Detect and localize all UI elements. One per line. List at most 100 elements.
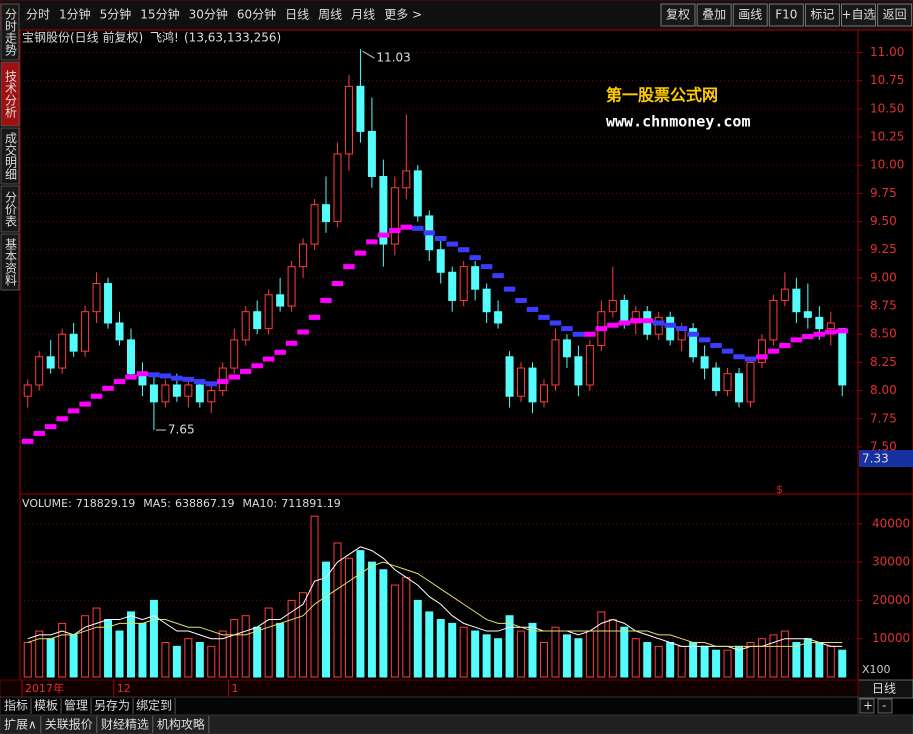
candle-body: [689, 328, 698, 358]
volume-bar: [149, 599, 158, 678]
toolbar-button-label[interactable]: F10: [775, 8, 797, 22]
bottom-tab-2[interactable]: 机构攻略: [157, 717, 205, 732]
toolbar-button-label[interactable]: 返回: [883, 8, 907, 22]
volume-bar: [608, 619, 617, 678]
bottom-tab-2[interactable]: 扩展∧: [4, 718, 37, 732]
indicator-step: [33, 430, 45, 436]
candle-body: [115, 322, 124, 341]
indicator-step: [56, 416, 68, 422]
period-tab[interactable]: 月线: [351, 8, 375, 22]
toolbar-button[interactable]: [768, 3, 804, 27]
sidebar-tab-label[interactable]: 分价表: [4, 191, 18, 227]
indicator-step: [710, 343, 722, 349]
volume-header-name: VOLUME:: [22, 497, 72, 510]
volume-bar: [367, 561, 376, 678]
toolbar-button[interactable]: [660, 3, 696, 27]
candle-body: [356, 85, 365, 132]
candle-body: [344, 85, 353, 155]
sidebar-tab[interactable]: [0, 185, 20, 233]
bottom-tab[interactable]: 指标: [4, 698, 28, 713]
toolbar-button-label[interactable]: +自选: [841, 8, 875, 22]
volume-bar: [494, 638, 503, 678]
candle-body: [471, 266, 480, 290]
period-tab[interactable]: 更多 >: [384, 8, 422, 22]
indicator-step: [354, 250, 367, 256]
bottom-tab[interactable]: 模板: [34, 699, 58, 713]
sidebar-tab[interactable]: [0, 233, 20, 291]
indicator-step: [285, 340, 298, 346]
zoom-out[interactable]: [877, 698, 893, 714]
candle-body: [448, 271, 457, 301]
candle-body: [379, 175, 388, 245]
volume-bar: [574, 638, 583, 678]
indicator-step: [836, 328, 848, 334]
volume-bar: [425, 611, 434, 678]
bottom-tab[interactable]: 管理: [64, 698, 88, 713]
period-tab[interactable]: 1分钟: [59, 7, 91, 22]
sidebar-tab[interactable]: [0, 3, 20, 61]
y-tick-label: 11.00: [870, 45, 904, 59]
volume-bar: [459, 626, 468, 678]
candle-body: [81, 311, 90, 352]
toolbar-button[interactable]: [877, 3, 913, 27]
volume-header-value: 711891.19: [281, 497, 341, 510]
indicator-step: [825, 329, 837, 335]
toolbar-button-label[interactable]: 叠加: [702, 8, 726, 22]
indicator-step: [343, 264, 355, 270]
bottom-tab[interactable]: 绑定到: [136, 698, 172, 713]
candle-body: [390, 187, 399, 245]
volume-bar: [299, 592, 308, 678]
marker: $: [776, 483, 783, 496]
period-tab[interactable]: 15分钟: [140, 7, 179, 22]
candle-body: [195, 384, 204, 403]
zoom-in[interactable]: [859, 698, 875, 714]
candle-body: [69, 333, 78, 352]
candle-body: [585, 345, 594, 386]
indicator-params: (13,63,133,256): [184, 31, 281, 45]
zoom-out-label[interactable]: -: [882, 699, 886, 713]
zoom-in-label[interactable]: +: [863, 699, 873, 713]
indicator-step: [239, 368, 252, 374]
sidebar-tab-label[interactable]: 成交明细: [4, 132, 18, 180]
candle-body: [792, 288, 801, 313]
sidebar-tab[interactable]: [0, 61, 20, 127]
toolbar-button[interactable]: [696, 3, 732, 27]
volume-bar: [585, 630, 594, 678]
candle-body: [505, 356, 514, 397]
indicator-step: [549, 320, 562, 326]
candle-body: [46, 356, 55, 369]
toolbar-button-label[interactable]: 复权: [666, 8, 690, 22]
bottom-tab[interactable]: 另存为: [94, 699, 130, 713]
period-tab[interactable]: 30分钟: [189, 7, 228, 22]
y-tick-label: 20000: [872, 593, 910, 607]
toolbar-button[interactable]: [804, 3, 840, 27]
period-tab[interactable]: 分时: [26, 8, 50, 22]
period-tab[interactable]: 日线: [285, 8, 309, 22]
candle-body: [299, 243, 308, 268]
sidebar-tab-label[interactable]: 分时走势: [4, 8, 18, 56]
toolbar-button[interactable]: [732, 3, 768, 27]
candle-body: [367, 130, 376, 177]
indicator-step: [366, 239, 378, 245]
sidebar-tab[interactable]: [0, 127, 20, 185]
indicator-step: [457, 247, 470, 253]
indicator-step: [503, 286, 516, 292]
period-tab[interactable]: 5分钟: [100, 7, 132, 22]
candle-body: [413, 170, 422, 217]
bottom-tab-2[interactable]: 关联报价: [45, 717, 93, 732]
volume-bar: [241, 615, 250, 678]
sidebar-tab-label[interactable]: 基本资料: [4, 238, 18, 286]
bottom-tab-2[interactable]: 财经精选: [101, 718, 149, 732]
period-tab[interactable]: 周线: [318, 8, 342, 22]
sidebar-tab-label[interactable]: 技术分析: [4, 70, 18, 119]
toolbar-button-label[interactable]: 画线: [738, 8, 762, 22]
volume-bar: [333, 542, 342, 678]
volume-ma-line: [27, 561, 843, 647]
indicator-step: [90, 393, 103, 399]
toolbar-button-label[interactable]: 标记: [810, 8, 834, 22]
toolbar-button[interactable]: [841, 3, 876, 27]
period-tab[interactable]: 60分钟: [237, 7, 276, 22]
indicator-step: [251, 363, 263, 369]
